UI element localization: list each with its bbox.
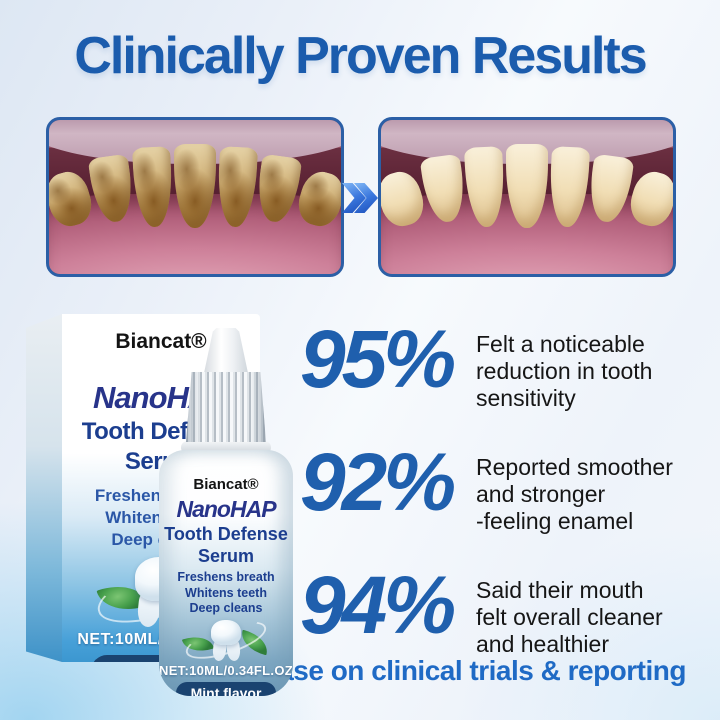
tooth-crown [211,619,241,646]
dropper-cap-tip [203,328,249,374]
tooth-shape [547,146,591,228]
brand-name: Biancat® [193,476,259,493]
tooth-shape [419,153,469,225]
tooth-shape [49,167,97,231]
stat-description: Felt a noticeable reduction in tooth sen… [476,331,653,411]
product-bottle: Biancat® NanoHAP Tooth Defense Serum Fre… [152,328,300,696]
stat-row: 94% Said their mouth felt overall cleane… [300,560,710,658]
stat-value: 92% [300,437,456,528]
stat-description: Said their mouth felt overall cleaner an… [476,577,663,657]
stat-value: 94% [300,560,456,651]
product-name: NanoHAP [176,496,276,522]
before-photo [46,117,344,277]
clean-teeth-row [381,144,673,231]
flavor-badge: Mint flavor [175,681,277,696]
feature-item: Freshens breath [177,570,275,584]
tooth-shape [463,146,507,228]
tooth-shape [293,167,341,231]
tooth-shape [585,153,635,225]
tooth-shape [625,167,673,231]
feature-item: Whitens teeth [185,585,267,600]
footnote: *Base on clinical trials & reporting [248,655,686,686]
tooth-shape [131,146,175,228]
feature-list: Freshens breath Whitens teeth Deep clean… [177,570,274,617]
page-title: Clinically Proven Results [74,27,647,85]
tooth-shape [381,167,429,231]
product-line: Tooth Defense [164,524,288,544]
tooth-shape [506,144,548,228]
tooth-shape [215,146,259,228]
tooth-icon [211,619,241,662]
dropper-cap [186,372,266,442]
net-weight: NET:10ML/0.34FL.OZ [159,662,293,678]
tooth-shape [174,144,216,228]
stat-description: Reported smoother and stronger -feeling … [476,454,673,534]
product-box-side [26,314,62,662]
tooth-shape [253,153,303,225]
stained-teeth-row [49,144,341,231]
stat-row: 92% Reported smoother and stronger -feel… [300,437,710,535]
tooth-illustration [178,613,274,667]
tooth-shape [87,153,137,225]
product-form: Serum [197,546,255,566]
feature-item: Deep cleans [189,601,263,616]
stats-list: 95% Felt a noticeable reduction in tooth… [300,314,710,695]
stat-row: 95% Felt a noticeable reduction in tooth… [300,314,710,412]
after-photo [378,117,676,277]
stat-value: 95% [300,314,456,405]
brand-name: Biancat® [115,330,207,353]
bottle-body: Biancat® NanoHAP Tooth Defense Serum Fre… [159,450,293,696]
double-chevron-right-icon [342,183,382,213]
